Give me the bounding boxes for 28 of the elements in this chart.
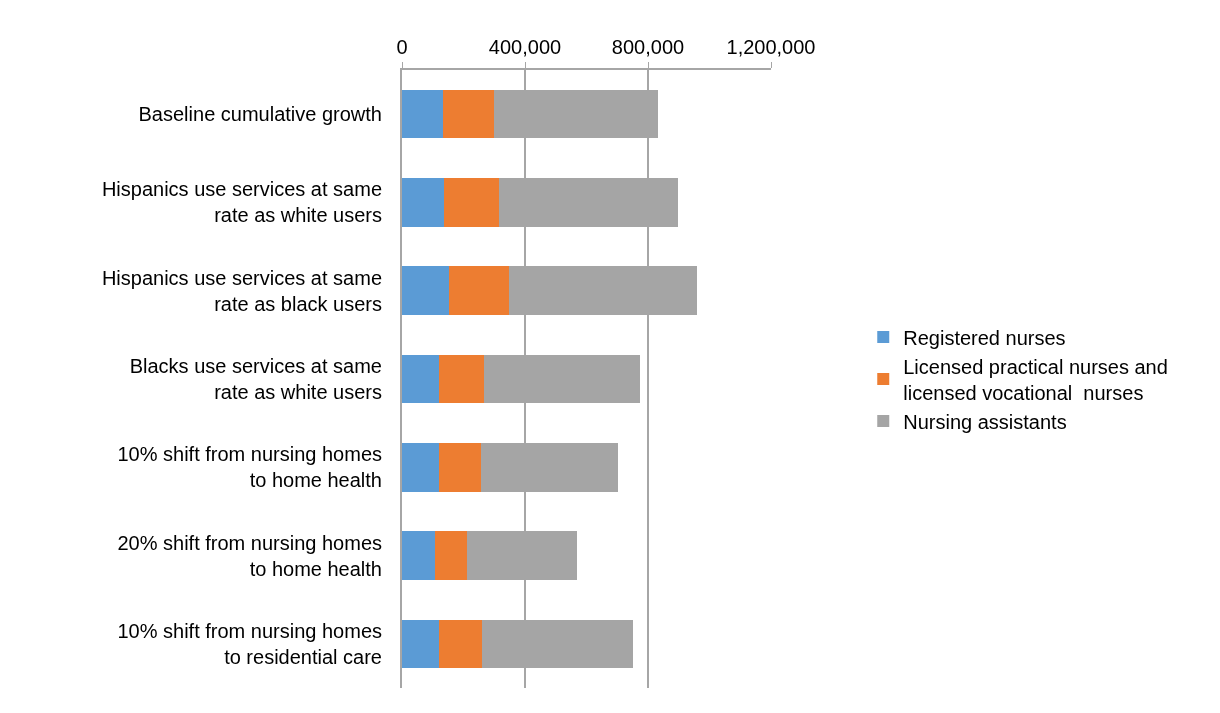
y-tick-label: 10% shift from nursing homes to residential care (117, 619, 382, 668)
bar (402, 89, 444, 139)
bar (438, 443, 482, 492)
bar (402, 354, 439, 404)
y-tick-label: 20% shift from nursing homes to home health (117, 531, 382, 580)
y-tick-label: Blacks use services at same rate as white users (129, 355, 382, 403)
x-tick-label: 800,000 (611, 36, 685, 58)
legend-label: Registered nurses (903, 326, 1066, 349)
legend-label: Licensed practical nurses and licensed vocational nurses (903, 355, 1168, 404)
bar (443, 89, 495, 139)
bar (402, 443, 439, 492)
bar (402, 266, 449, 315)
x-tick-label: 0 (396, 36, 408, 58)
bar (438, 354, 485, 404)
bar (439, 619, 483, 669)
y-tick-label: 10% shift from nursing homes to home health (117, 443, 382, 492)
x-tick-label: 1,200,000 (726, 36, 816, 58)
y-tick-label: Hispanics use services at same rate as white users (101, 178, 382, 227)
bar (402, 531, 435, 580)
legend-label: Nursing assistants (903, 410, 1067, 433)
bar (434, 531, 468, 580)
bar (444, 178, 499, 227)
bar (402, 178, 445, 227)
bar (402, 619, 440, 669)
y-tick-label: Baseline cumulative growth (138, 103, 382, 126)
x-tick-label: 400,000 (488, 36, 562, 58)
bar (448, 266, 509, 315)
y-tick-label: Hispanics use services at same rate as black users (101, 266, 382, 315)
